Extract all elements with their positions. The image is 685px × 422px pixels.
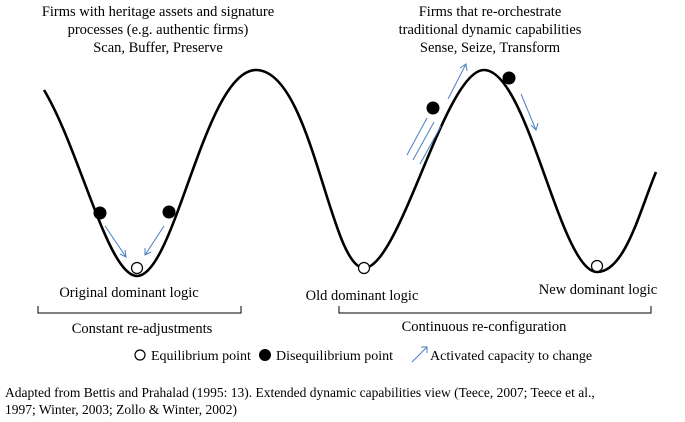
label-original-dominant-logic: Original dominant logic	[59, 285, 198, 301]
label-new-dominant-logic: New dominant logic	[539, 282, 657, 298]
bracket-right-label: Continuous re-configuration	[402, 319, 567, 335]
legend-capacity-label: Activated capacity to change	[430, 349, 592, 364]
legend-arrow-icon	[411, 346, 428, 363]
top-left-line1: Firms with heritage assets and signature	[42, 4, 274, 20]
caption-line2: 1997; Winter, 2003; Zollo & Winter, 2002…	[5, 402, 237, 417]
legend-equilibrium-icon	[134, 349, 146, 361]
legend-equilibrium-label: Equilibrium point	[151, 349, 251, 364]
label-old-dominant-logic: Old dominant logic	[306, 288, 419, 304]
capacity-arrow-right	[144, 225, 165, 256]
bracket-right	[338, 306, 652, 314]
legend-disequilibrium-label: Disequilibrium point	[276, 349, 393, 364]
equilibrium-point-new	[590, 259, 604, 273]
disequilibrium-point-rising	[426, 101, 440, 115]
equilibrium-point-old	[357, 261, 371, 275]
top-right-line1: Firms that re-orchestrate	[419, 4, 562, 20]
disequilibrium-point-left	[93, 206, 107, 220]
top-right-line2: traditional dynamic capabilities	[399, 22, 582, 38]
capacity-arrows-rising	[406, 63, 468, 165]
disequilibrium-point-right	[162, 205, 176, 219]
top-right-line3: Sense, Seize, Transform	[420, 40, 561, 56]
top-left-line2: processes (e.g. authentic firms)	[68, 22, 249, 38]
equilibrium-point-original	[130, 261, 144, 275]
caption-line1: Adapted from Bettis and Prahalad (1995: …	[5, 385, 595, 400]
legend-disequilibrium-icon	[259, 349, 271, 361]
bracket-left	[37, 306, 242, 314]
disequilibrium-point-peak	[502, 71, 516, 85]
bracket-left-label: Constant re-adjustments	[72, 321, 213, 337]
landscape-curve	[42, 68, 658, 278]
capacity-arrow-descending	[520, 93, 539, 131]
top-left-line3: Scan, Buffer, Preserve	[93, 40, 223, 56]
capacity-arrow-left	[104, 225, 127, 258]
